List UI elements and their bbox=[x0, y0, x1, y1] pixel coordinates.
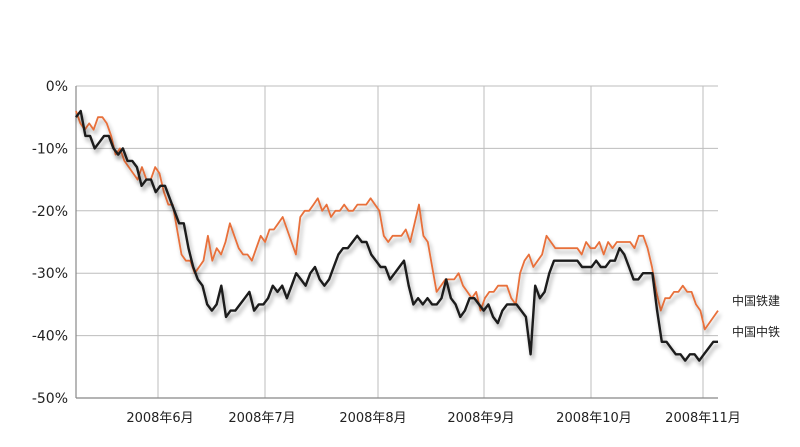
x-tick-label: 2008年7月 bbox=[228, 411, 295, 426]
series-line-crcc bbox=[75, 110, 719, 331]
y-tick-label: -40% bbox=[32, 329, 68, 345]
y-axis-ticks: 0% -10% -20% -30% -40% -50% bbox=[32, 79, 68, 407]
x-tick-label: 2008年9月 bbox=[447, 411, 514, 426]
series-end-label: 中国铁建 bbox=[732, 293, 780, 308]
x-tick-label: 2008年8月 bbox=[339, 411, 406, 426]
series-line-crec bbox=[75, 109, 718, 362]
series-lines bbox=[75, 109, 719, 362]
y-tick-label: -50% bbox=[32, 391, 68, 407]
x-axis-ticks: 2008年6月 2008年7月 2008年8月 2008年9月 2008年10月 2008… bbox=[126, 411, 741, 426]
y-tick-label: -10% bbox=[32, 141, 68, 157]
x-tick-label: 2008年11月 bbox=[665, 411, 741, 426]
x-tick-label: 2008年10月 bbox=[556, 411, 632, 426]
y-tick-label: 0% bbox=[46, 79, 68, 95]
y-tick-label: -30% bbox=[32, 266, 68, 282]
y-tick-label: -20% bbox=[32, 204, 68, 220]
series-end-label: 中国中铁 bbox=[732, 324, 780, 339]
axes bbox=[75, 86, 718, 399]
x-tick-label: 2008年6月 bbox=[126, 411, 193, 426]
